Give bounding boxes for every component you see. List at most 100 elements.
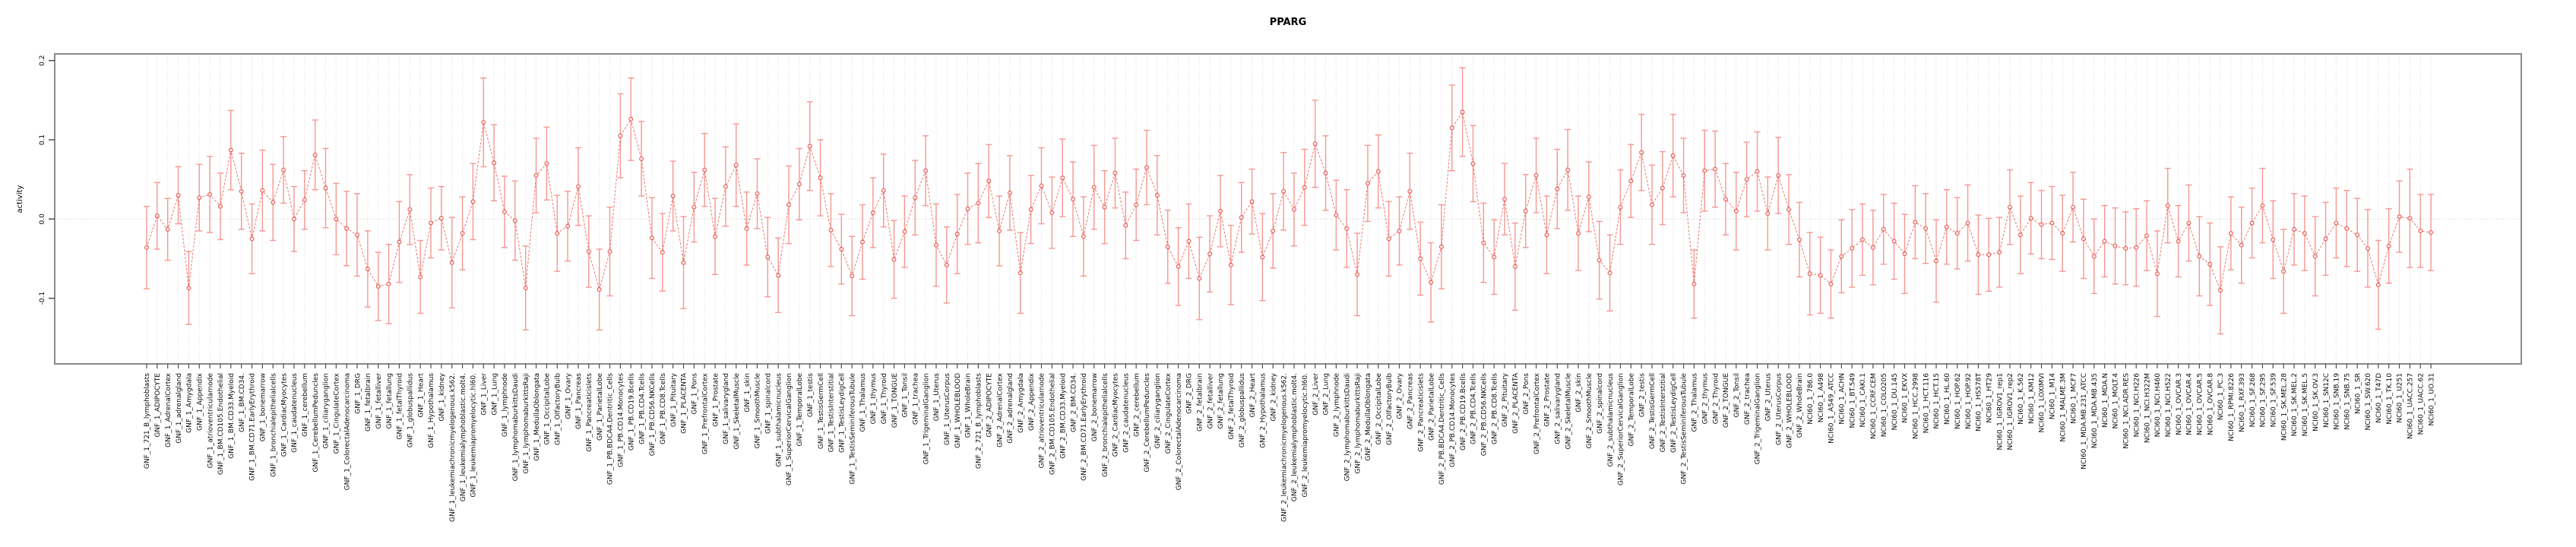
x-category-label: GNF_2_Pituitary xyxy=(1502,372,1509,427)
x-category-label: GNF_1_SkeletalMuscle xyxy=(733,373,741,450)
data-point xyxy=(197,195,202,201)
x-category-label: GNF_1_fetalliver xyxy=(375,373,383,429)
x-category-label: GNF_1_OlfactoryBulb xyxy=(554,373,562,445)
data-point xyxy=(1017,270,1023,276)
x-category-label: GNF_1_Appendix xyxy=(196,372,204,431)
x-category-label: GNF_1_ColorectalAdenocarcinoma xyxy=(343,373,351,490)
x-category-label: GNF_2_721_B_lymphoblasts xyxy=(976,373,983,469)
x-category-label: GNF_2_fetallung xyxy=(1217,373,1225,428)
data-point xyxy=(1071,197,1076,202)
y-tick-label: 0.2 xyxy=(39,55,46,66)
x-category-label: NCI60_1_COLO205 xyxy=(1881,373,1888,437)
data-point xyxy=(586,249,591,255)
data-point xyxy=(1607,270,1612,276)
x-category-label: GNF_2_MedullaOblongata xyxy=(1365,373,1372,461)
data-point xyxy=(1860,237,1865,242)
x-category-label: GNF_2_BM.CD34. xyxy=(1070,373,1078,432)
x-category-label: GNF_2_PB.CD19.Bcells xyxy=(1460,373,1467,451)
data-point xyxy=(555,231,560,236)
data-point xyxy=(1007,190,1012,195)
data-point xyxy=(702,167,707,172)
data-point xyxy=(2397,214,2402,220)
x-category-label: GNF_2_ciliaryganglion xyxy=(1154,373,1162,448)
data-point xyxy=(1839,254,1844,259)
data-point xyxy=(1650,202,1654,207)
data-point xyxy=(891,257,897,262)
data-point xyxy=(691,204,697,210)
x-category-label: GNF_2_fetalliver xyxy=(1207,373,1214,429)
data-point xyxy=(1870,245,1875,250)
data-point xyxy=(954,232,960,237)
x-category-label: GNF_1_ADIPOCYTE xyxy=(154,373,162,438)
x-category-label: GNF_1_SuperiorCervicalGanglion xyxy=(786,373,793,485)
x-category-label: GNF_1_kidney xyxy=(438,372,446,421)
data-point xyxy=(2081,236,2086,242)
x-category-label: GNF_2_lymphomaburkittsDaudi xyxy=(1343,373,1351,481)
x-category-label: GNF_1_CardiacMyocytes xyxy=(280,373,288,457)
data-point xyxy=(1660,185,1665,191)
x-category-label: GNF_2_TemporalLobe xyxy=(1628,373,1635,447)
x-category-label: GNF_2_lymphomaburkittsRaji xyxy=(1354,373,1362,474)
data-point xyxy=(2112,243,2118,248)
x-category-label: NCI60_1_NCI.H322M xyxy=(2144,373,2151,443)
x-category-label: GNF_2_CardiacMyocytes xyxy=(1112,373,1120,457)
data-point xyxy=(2017,232,2023,238)
x-category-label: GNF_1_skin xyxy=(744,373,752,413)
data-point xyxy=(2344,226,2350,231)
x-category-label: GNF_2_Ovary xyxy=(1397,372,1404,419)
data-point xyxy=(1281,188,1286,194)
data-point xyxy=(2302,231,2307,236)
data-point xyxy=(1628,179,1634,184)
x-category-label: GNF_2_SkeletalMuscle xyxy=(1565,373,1572,450)
x-category-label: GNF_1_UterusCorpus xyxy=(944,373,951,445)
data-point xyxy=(881,188,886,193)
data-point xyxy=(271,200,276,205)
x-category-label: GNF_1_Ovary xyxy=(565,372,572,419)
data-point xyxy=(670,194,676,199)
x-category-label: NCI60_1_M14 xyxy=(2049,373,2057,419)
data-point xyxy=(2134,245,2139,250)
x-category-label: GNF_2_CingulateCortex xyxy=(1165,372,1172,454)
data-point xyxy=(2239,242,2244,248)
x-category-label: GNF_1_Thyroid xyxy=(881,373,888,424)
data-point xyxy=(2218,288,2223,293)
data-point xyxy=(1207,251,1213,257)
x-category-label: GNF_2_AdrenalCortex xyxy=(996,372,1004,447)
x-category-label: NCI60_1_IGROV1_rep2 xyxy=(2007,373,2014,451)
x-category-label: GNF_2_TestisSeminiferousTubule xyxy=(1681,373,1688,485)
x-category-label: GNF_1_AdrenalCortex xyxy=(165,372,172,447)
x-category-label: GNF_1_lymphnode xyxy=(502,373,509,438)
x-category-label: NCI60_1_K.562 xyxy=(2017,373,2025,425)
data-point xyxy=(492,160,497,166)
data-point xyxy=(334,217,339,222)
x-category-label: GNF_2_OlfactoryBulb xyxy=(1386,373,1394,445)
data-point xyxy=(2334,220,2339,226)
data-point xyxy=(207,192,213,197)
data-point xyxy=(1670,153,1676,158)
x-category-label: NCI60_1_786.0 xyxy=(1807,373,1815,425)
data-point xyxy=(1544,232,1549,238)
data-point xyxy=(1144,165,1149,170)
x-category-label: GNF_2_SmoothMuscle xyxy=(1586,373,1593,449)
x-category-label: GNF_1_Pituitary xyxy=(670,372,678,427)
data-point xyxy=(2028,216,2033,221)
data-point xyxy=(839,246,844,251)
x-category-label: NCI60_1_HCC.2998 xyxy=(1913,373,1920,439)
x-category-label: GNF_1_subthalamicnucleus xyxy=(775,373,783,467)
data-point xyxy=(1765,211,1771,216)
data-point xyxy=(2207,261,2213,267)
data-point xyxy=(281,167,286,172)
x-category-label: GNF_2_skin xyxy=(1575,373,1583,413)
x-category-label: GNF_1_PB.CD4.Tcells xyxy=(638,373,646,444)
data-point xyxy=(639,157,644,161)
data-point xyxy=(913,195,918,201)
x-category-label: GNF_2_TrigeminalGanglion xyxy=(1755,373,1762,464)
x-category-label: GNF_1_leukemiapromyelocytic.hl60. xyxy=(470,373,478,498)
x-category-label: NCI60_1_SW.620 xyxy=(2365,373,2372,431)
data-point xyxy=(1134,202,1139,207)
data-point xyxy=(1397,228,1402,233)
x-category-label: NCI60_1_SK.MEL.5 xyxy=(2302,373,2309,436)
data-point xyxy=(1902,251,1907,257)
data-point xyxy=(165,226,170,232)
x-category-label: GNF_1_globuspallidus xyxy=(407,373,415,448)
